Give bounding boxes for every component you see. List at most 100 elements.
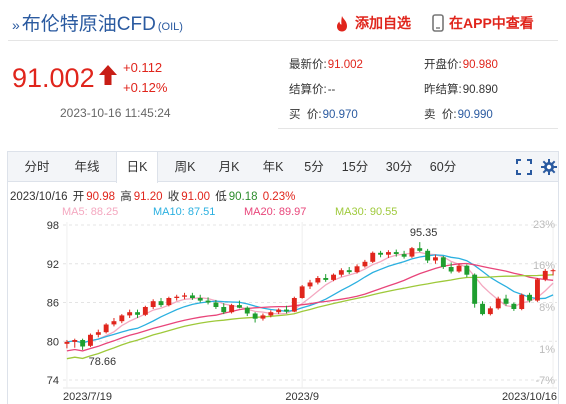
tab-daily-k[interactable]: 日K (116, 152, 158, 183)
candle-body (119, 315, 125, 322)
candle-body (221, 307, 227, 313)
candle-body (150, 301, 156, 307)
candle-body (260, 315, 266, 319)
open-app-button[interactable]: 在APP中查看 (432, 13, 534, 33)
ma10-line (66, 254, 554, 344)
candle-body (487, 308, 493, 315)
ohlc-info: 2023/10/16 开 90.98 高 91.20 收 91.00 低 90.18 0… (10, 188, 297, 204)
candle-body (346, 270, 352, 273)
candle-body (142, 307, 148, 315)
open-value: 90.98 (86, 191, 116, 203)
candle-body (527, 294, 532, 301)
candle-body (480, 303, 485, 315)
candle-body (370, 252, 376, 262)
candle-body (95, 332, 101, 335)
tab-15min[interactable]: 15分 (341, 160, 369, 174)
tab-monthly-k[interactable]: 月K (218, 160, 240, 174)
fullscreen-icon[interactable] (516, 159, 532, 175)
candle-body (252, 313, 258, 319)
open-app-label: 在APP中查看 (449, 15, 534, 31)
tab-5min[interactable]: 5分 (304, 160, 324, 174)
candle-body (291, 298, 297, 312)
quote-field-latest: 最新价:91.002 (289, 59, 363, 71)
low-value: 90.18 (228, 191, 258, 203)
x-tick-label: 2023/10/16 (502, 391, 557, 403)
candle-body (425, 250, 431, 261)
candle-body (64, 341, 70, 344)
candle-body (315, 278, 321, 283)
tab-yearly-k[interactable]: 年K (262, 160, 284, 174)
ma10-label: MA10: 87.51 (153, 206, 216, 218)
candle-body (519, 294, 525, 309)
price-change-pct: +0.12% (123, 80, 168, 95)
gear-icon[interactable] (541, 159, 557, 175)
tab-60min[interactable]: 60分 (429, 160, 457, 174)
y-tick-label: 74 (47, 375, 59, 387)
pct-tick-label: 8% (539, 302, 555, 314)
candle-body (127, 312, 133, 316)
ohlc-pct: 0.23% (262, 191, 296, 203)
candle-body (393, 252, 399, 254)
close-label: 收 (167, 191, 180, 203)
candle-body (448, 267, 454, 272)
quote-timestamp: 2023-10-16 11:45:24 (60, 106, 171, 120)
candle-body (464, 265, 470, 275)
candle-body (174, 296, 180, 298)
price-change: +0.112 (123, 60, 163, 75)
add-watchlist-button[interactable]: 添加自选 (334, 13, 411, 33)
candle-body (456, 265, 462, 272)
candle-body (440, 257, 446, 267)
candle-body (542, 270, 548, 280)
add-watchlist-label: 添加自选 (355, 15, 411, 31)
price-annotation: 78.66 (89, 356, 117, 368)
ma30-label: MA30: 90.55 (335, 206, 398, 218)
title-prefix: » (12, 17, 20, 33)
close-value: 91.00 (181, 191, 211, 203)
price-annotation: 95.35 (410, 227, 438, 239)
chart-panel: 分时 年线 日K 周K 月K 年K 5分 15分 30分 60分 (7, 151, 559, 404)
instrument-name: 布伦特原油CFD (21, 14, 156, 35)
quote-field-ask: 卖 价:90.990 (424, 109, 493, 121)
candle-body (307, 282, 313, 287)
up-arrow-icon (99, 65, 117, 85)
quote-divider (278, 128, 558, 129)
candle-body (158, 301, 164, 306)
header-divider (8, 40, 558, 41)
candle-body (338, 270, 344, 275)
y-tick-label: 92 (47, 259, 59, 271)
candle-body (378, 252, 383, 255)
candle-body (213, 302, 219, 307)
y-tick-label: 86 (47, 298, 59, 310)
tab-year-line[interactable]: 年线 (74, 160, 100, 174)
tab-weekly-k[interactable]: 周K (174, 160, 196, 174)
tab-intraday[interactable]: 分时 (24, 160, 50, 174)
flame-icon (337, 15, 347, 31)
candle-body (495, 298, 501, 309)
candle-body (386, 252, 391, 255)
candle-body (401, 254, 407, 257)
candle-body (88, 334, 93, 346)
candle-body (229, 305, 235, 313)
quote-field-open: 开盘价:90.980 (424, 59, 498, 71)
pct-tick-label: 16% (533, 260, 555, 272)
quote-field-settle: 结算价:-- (289, 84, 336, 96)
pct-tick-label: -7% (535, 375, 555, 387)
candle-body (244, 307, 250, 314)
candle-body (417, 248, 423, 251)
tab-30min[interactable]: 30分 (385, 160, 413, 174)
candle-body (472, 274, 478, 304)
instrument-code: (OIL) (157, 21, 183, 33)
candle-body (197, 298, 203, 301)
candle-body (111, 321, 117, 325)
pct-tick-label: 23% (533, 219, 555, 231)
candle-body (323, 278, 329, 280)
candle-body (354, 266, 360, 273)
quote-field-bid: 买 价:90.970 (289, 109, 358, 121)
ma5-line (66, 251, 554, 344)
candle-body (268, 312, 274, 316)
candle-body (409, 248, 415, 257)
ma5-label: MA5: 88.25 (62, 206, 119, 218)
candle-body (433, 257, 438, 261)
period-tabs: 分时 年线 日K 周K 月K 年K 5分 15分 30分 60分 (8, 152, 558, 183)
